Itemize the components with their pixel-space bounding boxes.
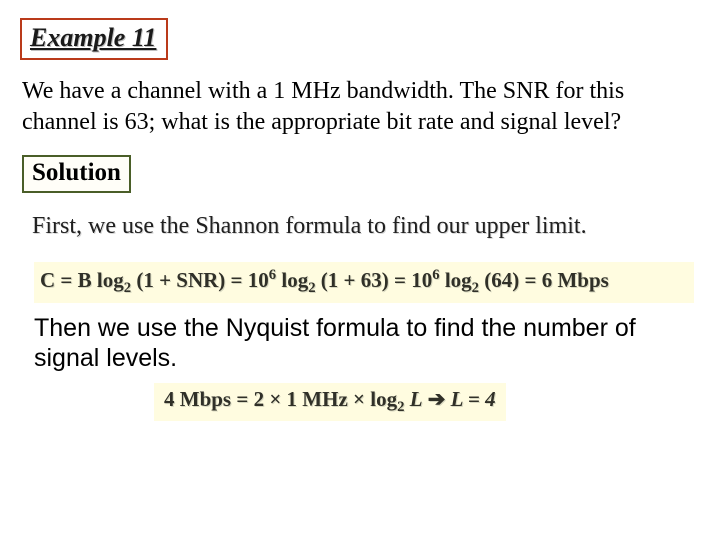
example-title-box: Example 11: [20, 18, 168, 60]
nyquist-intro: Then we use the Nyquist formula to find …: [34, 313, 698, 373]
f-p1: (1 + SNR) = 10: [131, 268, 269, 292]
f-p3: (1 + 63) = 10: [316, 268, 433, 292]
f-p5: (64) = 6 Mbps: [479, 268, 609, 292]
f-sub2: 2: [308, 281, 315, 297]
n-m2: log: [365, 387, 397, 411]
n-var: L: [404, 387, 422, 411]
problem-statement: We have a channel with a 1 MHz bandwidth…: [22, 76, 698, 137]
solution-label-box: Solution: [22, 155, 131, 193]
n-t2: ×: [353, 387, 365, 411]
f-sup1: 6: [269, 267, 276, 283]
arrow-icon: ➔: [423, 387, 451, 411]
nyquist-formula: 4 Mbps = 2 × 1 MHz × log2 L ➔ L = 4: [154, 383, 506, 420]
f-prefix: C = B log: [40, 268, 124, 292]
n-l1: 4 Mbps = 2: [164, 387, 269, 411]
f-sub3: 2: [472, 281, 479, 297]
solution-label: Solution: [32, 159, 121, 186]
shannon-intro: First, we use the Shannon formula to fin…: [32, 213, 694, 240]
f-sup2: 6: [432, 267, 439, 283]
f-sub1: 2: [124, 281, 131, 297]
f-p2: log: [276, 268, 308, 292]
n-m1: 1 MHz: [281, 387, 353, 411]
n-result: L = 4: [451, 387, 496, 411]
example-title: Example 11: [30, 23, 156, 52]
f-p4: log: [440, 268, 472, 292]
shannon-formula: C = B log2 (1 + SNR) = 106 log2 (1 + 63)…: [34, 262, 694, 303]
n-t1: ×: [269, 387, 281, 411]
